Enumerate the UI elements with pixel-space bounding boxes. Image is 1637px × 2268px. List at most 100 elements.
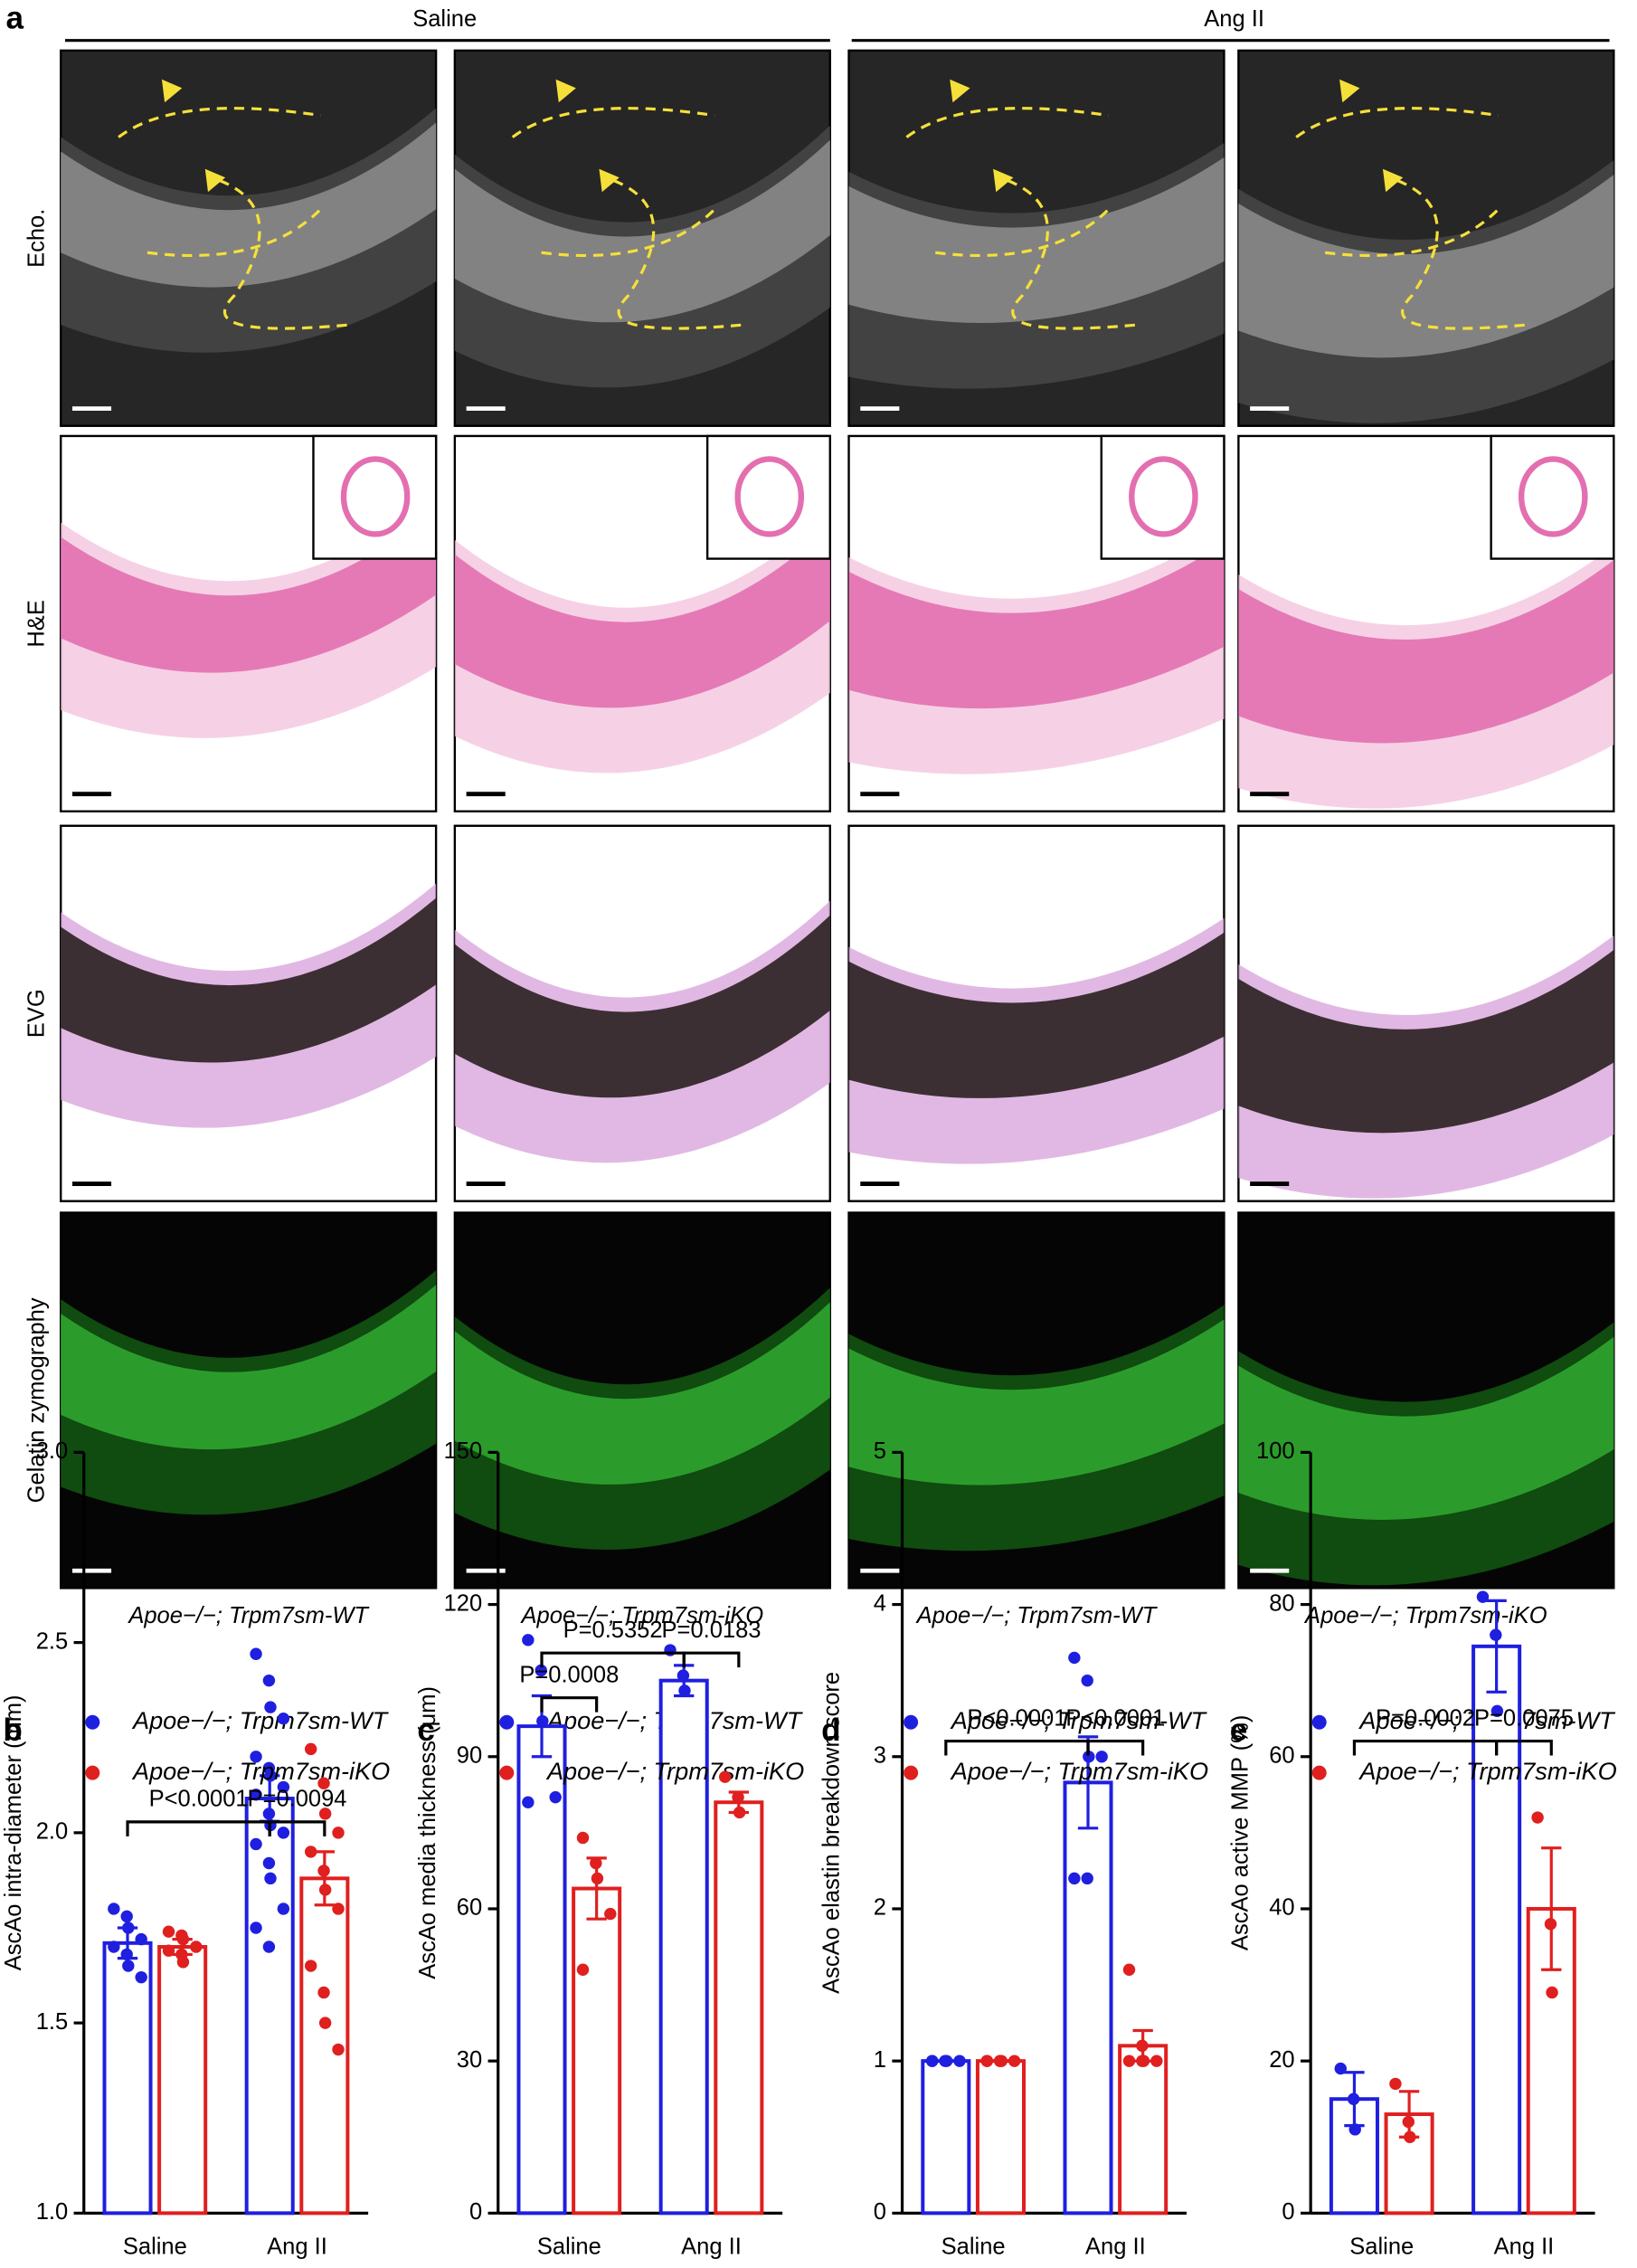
- legend-marker: [85, 1714, 100, 1730]
- data-point: [262, 1674, 276, 1687]
- legend-marker: [85, 1765, 100, 1780]
- bar: [714, 1800, 764, 2216]
- data-point: [1136, 2039, 1149, 2053]
- data-point: [1095, 1751, 1108, 1763]
- y-tick-label: 20: [1269, 2047, 1294, 2073]
- data-point: [264, 1872, 277, 1885]
- data-point: [120, 1948, 133, 1961]
- tissue-band: [1238, 950, 1614, 1134]
- bar: [921, 2059, 971, 2216]
- data-point: [536, 1714, 549, 1728]
- data-point: [1347, 2092, 1360, 2105]
- data-point: [250, 1751, 262, 1763]
- panel-label: c: [417, 1713, 435, 1748]
- data-point: [264, 1770, 277, 1782]
- data-point: [304, 1742, 317, 1756]
- data-point: [1081, 1674, 1093, 1687]
- data-point: [940, 2054, 953, 2067]
- arrowhead: [555, 79, 620, 193]
- data-point: [277, 1780, 290, 1794]
- data-point: [1490, 1704, 1504, 1718]
- data-point: [1068, 1651, 1081, 1665]
- arrowhead: [950, 79, 1014, 193]
- data-point: [176, 1956, 190, 1969]
- y-tick-label: 3.0: [36, 1438, 68, 1464]
- data-point: [162, 1944, 175, 1957]
- data-point: [120, 1910, 133, 1923]
- data-point: [1476, 1590, 1490, 1603]
- p-value: P=0.0183: [662, 1618, 762, 1643]
- x-tick-label: Saline: [1349, 2234, 1414, 2259]
- data-point: [1122, 1963, 1136, 1976]
- data-point: [1402, 2115, 1415, 2129]
- y-tick-label: 60: [1269, 1743, 1294, 1769]
- data-point: [522, 1796, 535, 1808]
- p-value: P=0.0008: [519, 1662, 619, 1687]
- row-label: Echo.: [24, 209, 49, 268]
- x-tick-label: Saline: [942, 2234, 1006, 2259]
- data-point: [250, 1837, 262, 1851]
- row-label: EVG: [24, 989, 49, 1038]
- p-value: P<0.0001: [1065, 1705, 1165, 1731]
- data-point: [1546, 1986, 1558, 1999]
- legend-label: Apoe−/−; Trpm7sm-WT: [131, 1706, 390, 1734]
- data-point: [1136, 2054, 1149, 2067]
- data-point: [677, 1669, 690, 1682]
- y-tick-label: 0: [874, 2199, 886, 2225]
- data-point: [576, 1963, 590, 1976]
- tissue-band: [454, 915, 830, 1098]
- data-point: [317, 1986, 330, 1999]
- data-point: [264, 1701, 277, 1713]
- y-tick-label: 0: [1282, 2199, 1294, 2225]
- y-tick-label: 100: [1256, 1438, 1295, 1464]
- legend-marker: [904, 1714, 919, 1730]
- y-tick-label: 1: [874, 2047, 886, 2073]
- data-point: [1150, 2054, 1163, 2067]
- tissue-band: [1238, 1336, 1614, 1520]
- p-value: P<0.0001: [149, 1787, 249, 1812]
- tissue-band: [848, 543, 1225, 709]
- outline: [905, 107, 1138, 330]
- y-tick-label: 60: [457, 1895, 482, 1921]
- data-point: [277, 1903, 290, 1915]
- tissue-band: [848, 157, 1225, 323]
- data-point: [250, 1922, 262, 1934]
- legend-label: Apoe−/−; Trpm7sm-WT: [950, 1706, 1208, 1734]
- bar: [1063, 1780, 1113, 2216]
- arrowhead: [1339, 79, 1404, 193]
- significance-bracket: [540, 1696, 599, 1713]
- data-point: [1348, 2123, 1361, 2136]
- significance-bracket: [682, 1651, 741, 1668]
- p-value: P=0.0002: [1376, 1705, 1475, 1731]
- p-value: P=0.5352: [563, 1618, 663, 1643]
- column-label: Apoe−/−; Trpm7sm-WT: [127, 1603, 370, 1628]
- data-point: [317, 1865, 330, 1877]
- data-point: [1404, 2130, 1416, 2143]
- legend-marker: [904, 1765, 919, 1780]
- inset: [705, 434, 831, 560]
- outline: [511, 107, 744, 330]
- tissue-band: [61, 508, 437, 673]
- y-axis-title: AscAo media thickness (μm): [415, 1686, 440, 1979]
- data-point: [1083, 1751, 1095, 1763]
- legend-marker: [499, 1765, 515, 1780]
- significance-bracket: [1495, 1739, 1553, 1756]
- column-label: Apoe−/−; Trpm7sm-iKO: [1303, 1603, 1547, 1628]
- data-point: [590, 1856, 602, 1870]
- data-point: [176, 1932, 190, 1946]
- tissue-band: [848, 1319, 1225, 1485]
- outline: [1295, 107, 1528, 330]
- bar: [975, 2059, 1026, 2216]
- p-value: P=0.0094: [248, 1787, 347, 1812]
- p-value: P=0.0075: [1474, 1705, 1574, 1731]
- data-point: [732, 1790, 744, 1804]
- row-label: Gelatin zymography: [24, 1297, 49, 1503]
- y-axis-title: AscAo active MMP (%): [1227, 1715, 1253, 1950]
- tissue-band: [454, 1302, 830, 1485]
- row-label: H&E: [24, 600, 49, 647]
- tissue-band: [61, 1285, 437, 1450]
- legend-label: Apoe−/−; Trpm7sm-iKO: [545, 1757, 804, 1785]
- data-point: [1531, 1811, 1544, 1824]
- legend-marker: [1311, 1765, 1327, 1780]
